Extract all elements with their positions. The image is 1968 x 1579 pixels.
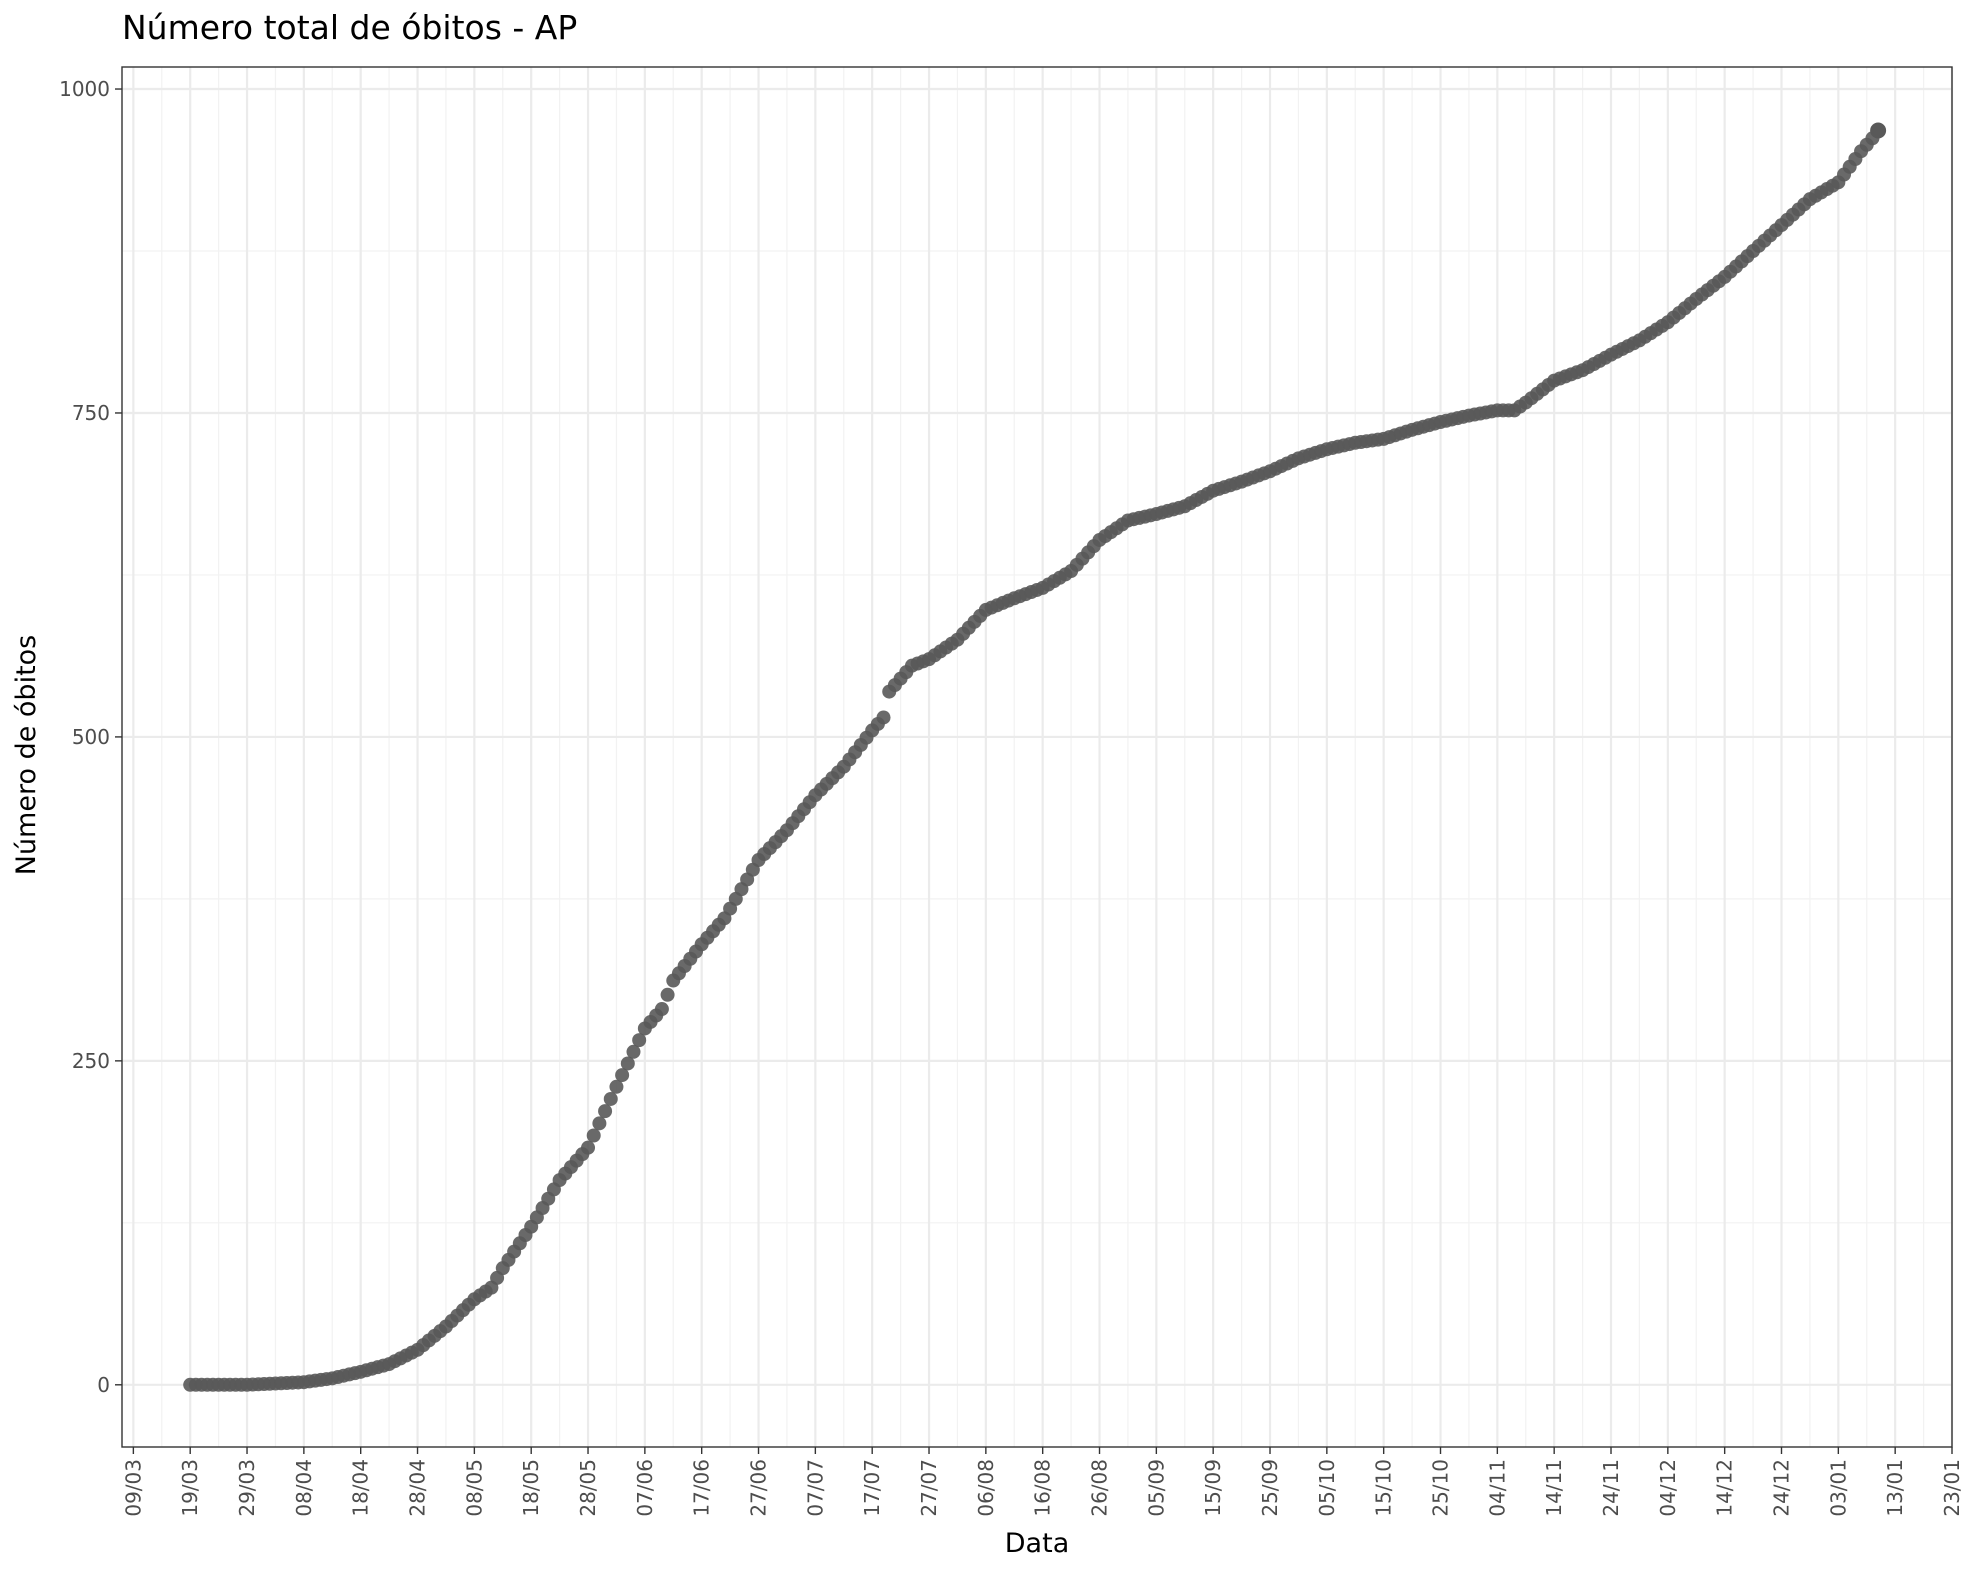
data-point: [660, 987, 675, 1002]
x-tick-label: 26/08: [1088, 1459, 1112, 1517]
data-point: [1870, 122, 1887, 139]
panel-border: [121, 66, 1953, 1448]
data-point: [620, 1056, 635, 1071]
x-tick-label: 28/05: [576, 1459, 600, 1517]
x-tick-label: 06/08: [974, 1459, 998, 1517]
x-tick-label: 16/08: [1031, 1459, 1055, 1517]
x-tick-label: 27/07: [917, 1459, 941, 1517]
x-tick-label: 13/01: [1883, 1459, 1907, 1517]
grid-lines: [122, 67, 1954, 1447]
data-point: [609, 1079, 624, 1094]
data-point: [603, 1091, 618, 1106]
data-point: [598, 1104, 613, 1119]
x-tick-label: 17/07: [860, 1459, 884, 1517]
x-axis-title: Data: [1005, 1528, 1069, 1559]
x-tick-label: 04/12: [1656, 1459, 1680, 1517]
x-tick-label: 07/07: [803, 1459, 827, 1517]
x-tick-label: 15/09: [1201, 1459, 1225, 1517]
data-point: [632, 1033, 647, 1048]
x-tick-label: 08/04: [292, 1459, 316, 1517]
x-tick-label: 17/06: [690, 1459, 714, 1517]
data-point: [586, 1128, 601, 1143]
x-tick-label: 08/05: [462, 1459, 486, 1517]
x-tick-label: 29/03: [235, 1459, 259, 1517]
x-tick-label: 19/03: [178, 1459, 202, 1517]
y-tick-label: 0: [97, 1373, 110, 1397]
x-tick-label: 03/01: [1826, 1459, 1850, 1517]
data-point: [581, 1140, 596, 1155]
x-tick-label: 18/05: [519, 1459, 543, 1517]
x-tick-label: 14/12: [1713, 1459, 1737, 1517]
data-point: [876, 710, 891, 725]
x-tick-label: 05/10: [1315, 1459, 1339, 1517]
data-point: [654, 1002, 669, 1017]
data-series: [183, 122, 1887, 1392]
x-axis: 09/03 19/03 29/03 08/04 18/04 28/04 08/05 18/05…: [121, 1447, 1964, 1517]
x-tick-label: 09/03: [121, 1459, 145, 1517]
data-point: [615, 1068, 630, 1083]
x-tick-label: 04/11: [1485, 1459, 1509, 1517]
x-tick-label: 14/11: [1542, 1459, 1566, 1517]
x-tick-label: 24/11: [1599, 1459, 1623, 1517]
x-tick-label: 15/10: [1372, 1459, 1396, 1517]
x-tick-label: 25/10: [1429, 1459, 1453, 1517]
x-tick-label: 18/04: [349, 1459, 373, 1517]
chart-title: Número total de óbitos - AP: [122, 8, 577, 47]
x-tick-label: 23/01: [1940, 1459, 1964, 1517]
y-tick-label: 1000: [59, 77, 110, 101]
x-tick-label: 25/09: [1258, 1459, 1282, 1517]
data-point: [592, 1116, 607, 1131]
y-tick-label: 250: [72, 1049, 110, 1073]
x-tick-label: 24/12: [1770, 1459, 1794, 1517]
panel-background: [122, 67, 1952, 1447]
x-tick-label: 07/06: [633, 1459, 657, 1517]
y-tick-label: 500: [72, 725, 110, 749]
x-tick-label: 27/06: [747, 1459, 771, 1517]
x-tick-label: 05/09: [1144, 1459, 1168, 1517]
y-axis-title: Número de óbitos: [11, 635, 42, 876]
data-point: [626, 1044, 641, 1059]
y-axis: 0 250 500 750 1000: [59, 77, 122, 1397]
y-tick-label: 750: [72, 401, 110, 425]
x-tick-label: 28/04: [406, 1459, 430, 1517]
